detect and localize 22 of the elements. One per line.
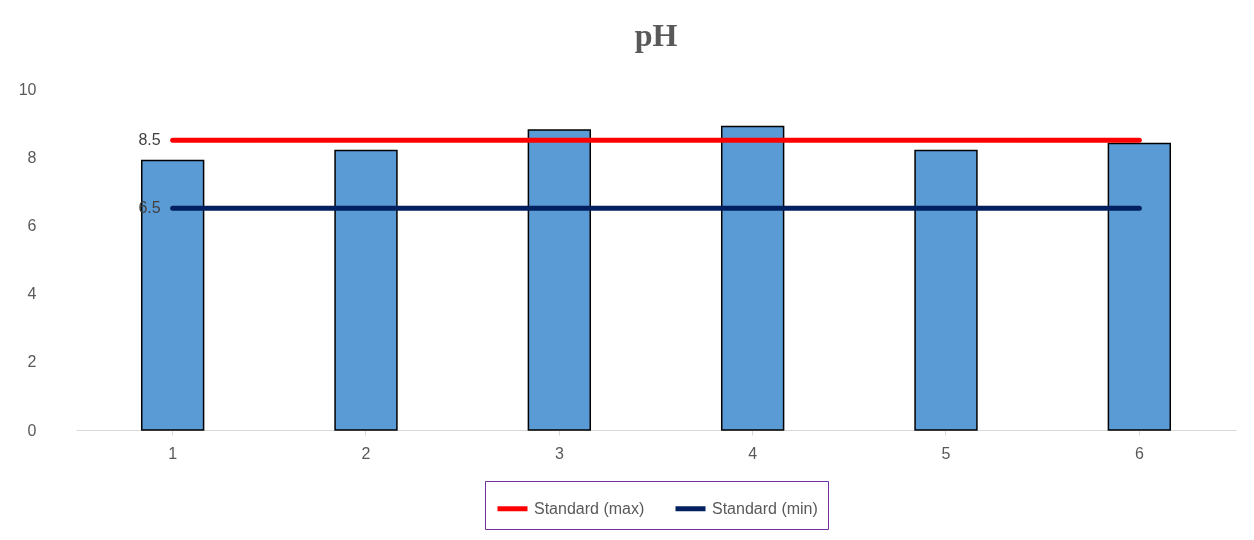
x-tick-label: 3 bbox=[554, 444, 564, 462]
bar bbox=[334, 149, 398, 431]
x-tick-label: 6 bbox=[1134, 444, 1144, 462]
y-tick-label: 4 bbox=[27, 285, 37, 303]
bar bbox=[1107, 142, 1172, 431]
x-tick-label: 5 bbox=[941, 444, 951, 462]
y-tick-label: 2 bbox=[27, 353, 37, 371]
x-tick-label: 4 bbox=[748, 444, 758, 462]
bar bbox=[914, 149, 978, 431]
bar bbox=[140, 159, 205, 431]
data-label: 8.5 bbox=[138, 131, 161, 149]
y-tick-label: 10 bbox=[18, 80, 37, 98]
y-tick-label: 6 bbox=[27, 216, 37, 234]
chart-title: pH bbox=[634, 17, 678, 53]
bar bbox=[527, 129, 592, 431]
y-tick-label: 0 bbox=[27, 421, 37, 439]
x-tick-label: 2 bbox=[361, 444, 371, 462]
legend-label: Standard (min) bbox=[712, 499, 818, 517]
y-tick-label: 8 bbox=[27, 148, 37, 166]
bar bbox=[720, 125, 785, 431]
x-tick-label: 1 bbox=[168, 444, 178, 462]
legend-label: Standard (max) bbox=[534, 499, 645, 517]
